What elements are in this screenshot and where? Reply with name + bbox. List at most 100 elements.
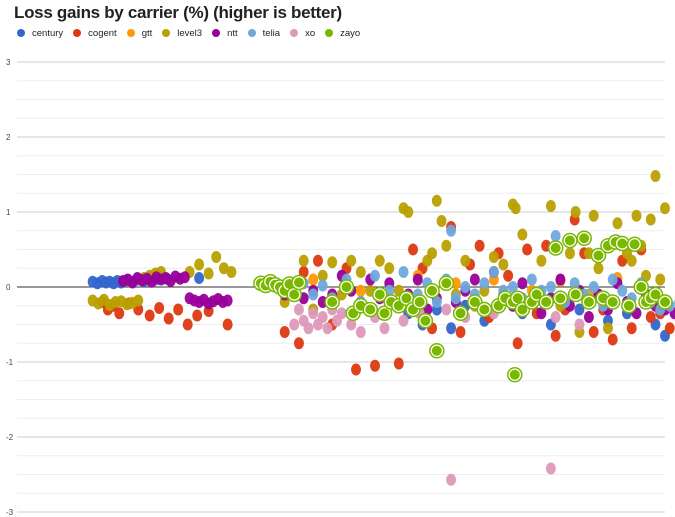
data-point-telia — [545, 281, 556, 293]
data-point-telia — [446, 224, 457, 237]
data-point-level3 — [655, 273, 666, 286]
data-point-zayo — [509, 369, 520, 380]
data-point-zayo — [374, 289, 385, 300]
data-point-cogent — [503, 269, 514, 282]
legend-item-zayo[interactable]: zayo — [325, 28, 360, 39]
data-point-level3 — [427, 247, 438, 260]
data-point-xo — [303, 322, 314, 335]
legend-swatch-ntt — [212, 29, 221, 37]
data-point-zayo — [593, 250, 604, 261]
data-point-xo — [379, 322, 390, 335]
data-point-cogent — [474, 239, 485, 252]
legend-label-telia: telia — [262, 27, 281, 39]
data-point-level3 — [355, 266, 366, 278]
data-point-telia — [488, 266, 499, 278]
data-point-xo — [441, 303, 452, 316]
data-point-zayo — [555, 293, 566, 304]
legend-label-ntt: ntt — [227, 27, 238, 39]
data-point-telia — [607, 273, 618, 286]
data-point-cogent — [298, 266, 309, 278]
data-point-cogent — [144, 309, 155, 322]
data-point-level3 — [626, 254, 637, 267]
data-point-cogent — [222, 318, 233, 331]
data-point-xo — [336, 307, 347, 320]
legend-label-gtt: gtt — [141, 27, 153, 39]
legend-item-xo[interactable]: xo — [290, 28, 315, 39]
data-point-xo — [574, 318, 585, 331]
legend-item-gtt[interactable]: gtt — [126, 27, 153, 39]
chart-legend: century cogent gtt level3 ntt telia xo zayo — [17, 26, 370, 40]
data-point-level3 — [612, 217, 623, 230]
data-point-level3 — [517, 228, 528, 241]
y-tick-label: 1 — [6, 208, 11, 217]
data-point-zayo — [623, 300, 634, 311]
data-point-telia — [569, 277, 580, 290]
data-point-level3 — [226, 266, 237, 278]
data-point-ntt — [412, 273, 423, 286]
data-point-level3 — [431, 194, 442, 207]
data-point-cogent — [351, 363, 361, 376]
data-point-century — [194, 272, 205, 284]
data-point-cogent — [522, 243, 533, 256]
data-point-telia — [308, 288, 319, 301]
data-point-zayo — [550, 243, 561, 253]
legend-item-level3[interactable]: level3 — [162, 28, 202, 39]
data-point-cogent — [455, 326, 466, 338]
data-point-cogent — [279, 326, 290, 338]
data-point-ntt — [583, 311, 594, 323]
data-point-level3 — [588, 209, 599, 222]
legend-label-zayo: zayo — [340, 27, 361, 39]
data-point-zayo — [401, 293, 412, 304]
data-point-zayo — [379, 308, 390, 319]
data-point-level3 — [488, 251, 499, 263]
data-point-level3 — [564, 247, 575, 260]
data-point-level3 — [660, 202, 670, 215]
data-point-cogent — [550, 329, 561, 342]
data-point-level3 — [327, 256, 338, 269]
y-tick-label: -3 — [6, 508, 14, 517]
data-point-zayo — [636, 282, 647, 292]
legend-label-level3: level3 — [177, 27, 203, 39]
data-point-telia — [617, 284, 628, 297]
data-point-zayo — [517, 304, 528, 315]
chart-title: Loss gains by carrier (%) (higher is bet… — [14, 3, 342, 22]
data-point-cogent — [607, 333, 618, 346]
legend-swatch-cogent — [73, 29, 82, 37]
data-point-telia — [526, 273, 537, 286]
legend-item-cogent[interactable]: cogent — [73, 28, 117, 39]
legend-swatch-gtt — [126, 29, 135, 37]
data-point-telia — [588, 281, 599, 293]
data-point-level3 — [536, 254, 547, 267]
data-point-level3 — [346, 254, 357, 267]
data-point-cogent — [588, 326, 599, 338]
legend-item-ntt[interactable]: ntt — [212, 28, 238, 39]
data-point-century — [446, 322, 457, 335]
data-point-telia — [507, 281, 518, 293]
data-point-zayo — [431, 345, 442, 356]
data-point-telia — [317, 279, 328, 292]
data-point-xo — [446, 473, 457, 486]
data-point-level3 — [441, 239, 452, 252]
data-point-telia — [370, 269, 381, 282]
data-point-xo — [346, 318, 357, 331]
data-point-zayo — [531, 289, 542, 300]
data-point-level3 — [593, 262, 604, 275]
legend-label-cogent: cogent — [88, 27, 117, 39]
data-point-level3 — [460, 254, 471, 267]
data-point-zayo — [427, 285, 438, 296]
data-point-ntt — [469, 273, 480, 286]
data-point-zayo — [570, 289, 581, 300]
data-point-xo — [308, 307, 319, 320]
data-point-level3 — [545, 200, 556, 212]
legend-item-telia[interactable]: telia — [247, 27, 281, 39]
y-tick-label: 3 — [6, 58, 11, 67]
data-point-ntt — [555, 273, 566, 286]
data-point-cogent — [182, 318, 193, 331]
data-point-xo — [322, 322, 333, 335]
legend-item-century[interactable]: century — [17, 28, 63, 39]
data-point-zayo — [660, 297, 670, 307]
data-point-cogent — [173, 303, 184, 316]
data-point-level3 — [645, 213, 656, 226]
data-point-level3 — [203, 267, 214, 280]
data-point-level3 — [211, 251, 222, 263]
